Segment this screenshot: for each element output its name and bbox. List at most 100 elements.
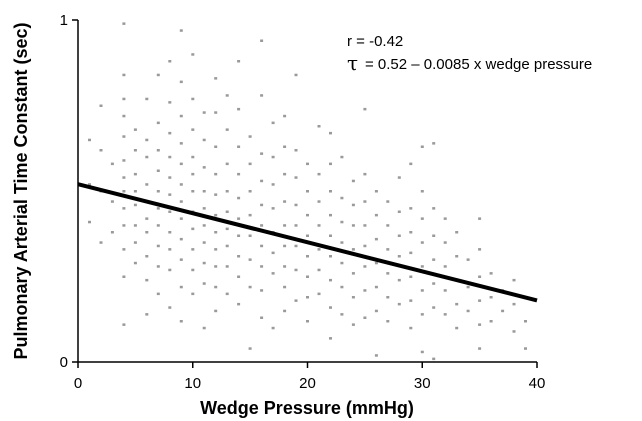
data-point <box>168 268 172 272</box>
data-point <box>340 241 344 244</box>
data-point <box>214 213 218 217</box>
y-axis-title: Pulmonary Arterial Time Constant (sec) <box>11 22 31 359</box>
data-point <box>409 299 413 302</box>
data-point <box>191 227 195 231</box>
data-point <box>168 248 172 251</box>
data-point <box>329 278 332 282</box>
data-point <box>122 73 126 77</box>
data-point <box>524 347 527 350</box>
data-point <box>168 176 172 179</box>
data-point <box>156 169 160 172</box>
data-point <box>260 39 264 42</box>
data-point <box>122 275 126 278</box>
data-point <box>329 337 332 340</box>
data-point <box>329 255 332 258</box>
data-point <box>283 224 287 227</box>
data-point <box>179 237 183 241</box>
data-point <box>363 200 367 203</box>
data-point <box>179 183 183 186</box>
data-point <box>110 231 114 234</box>
data-point <box>306 234 309 237</box>
data-point <box>191 268 195 272</box>
data-point <box>294 149 298 152</box>
data-point <box>466 258 470 261</box>
regression-line <box>77 182 538 303</box>
data-point <box>237 196 241 200</box>
data-point <box>409 251 413 255</box>
data-point <box>225 94 229 97</box>
data-point <box>271 207 275 210</box>
data-point <box>122 159 126 162</box>
data-point <box>294 176 298 179</box>
data-point <box>329 190 332 193</box>
data-point <box>397 255 401 258</box>
data-point <box>237 255 241 258</box>
data-point <box>420 289 424 292</box>
data-point <box>512 302 516 306</box>
data-point <box>501 309 505 313</box>
data-point <box>237 234 241 237</box>
data-point <box>432 142 436 145</box>
data-point <box>420 241 424 244</box>
data-point <box>237 60 241 63</box>
data-point <box>340 220 344 224</box>
data-point <box>122 135 126 138</box>
data-point <box>122 22 126 25</box>
data-point <box>386 248 390 251</box>
data-point <box>237 275 241 278</box>
data-point <box>214 111 218 114</box>
data-point <box>260 265 264 268</box>
x-axis-title: Wedge Pressure (mmHg) <box>200 398 414 418</box>
data-point <box>260 224 264 227</box>
data-point <box>202 111 206 114</box>
data-point <box>386 272 390 275</box>
data-point <box>260 244 264 248</box>
data-point <box>478 275 482 278</box>
data-point <box>283 172 287 176</box>
data-point <box>351 179 355 183</box>
data-point <box>248 234 252 237</box>
data-point <box>294 299 298 302</box>
data-point <box>156 292 160 296</box>
data-point <box>237 107 241 111</box>
data-point <box>248 258 252 261</box>
data-point <box>283 244 287 248</box>
data-point <box>306 190 309 193</box>
data-point <box>248 135 252 138</box>
data-point <box>340 313 344 316</box>
data-point <box>397 210 401 213</box>
data-point <box>260 203 264 207</box>
data-point <box>455 302 459 306</box>
annotation-r: r = -0.42 <box>347 33 403 50</box>
data-point <box>156 207 160 210</box>
data-point <box>351 203 355 207</box>
data-point <box>420 190 424 193</box>
data-point <box>478 347 482 350</box>
data-point <box>374 354 378 357</box>
data-point <box>443 265 447 268</box>
data-point <box>409 326 413 330</box>
data-point <box>283 285 287 289</box>
data-point <box>179 258 183 261</box>
y-axis-ticks: 01 <box>60 12 78 371</box>
data-point <box>168 231 172 234</box>
data-point <box>374 261 378 265</box>
data-point <box>374 309 378 313</box>
annotation-equation: = 0.52 – 0.0085 x wedge pressure <box>365 56 592 73</box>
data-point <box>214 285 218 289</box>
data-point <box>306 320 309 323</box>
data-point <box>306 275 309 278</box>
data-point <box>432 357 436 361</box>
data-point <box>524 320 527 323</box>
x-tick-label: 10 <box>184 375 201 392</box>
data-point <box>294 73 298 77</box>
data-point <box>248 190 252 193</box>
data-point <box>156 121 160 125</box>
data-point <box>340 285 344 289</box>
data-point <box>133 241 137 244</box>
data-point <box>225 227 229 231</box>
data-point <box>237 302 241 306</box>
data-point <box>340 155 344 159</box>
data-point <box>260 152 264 155</box>
data-point <box>489 320 493 323</box>
